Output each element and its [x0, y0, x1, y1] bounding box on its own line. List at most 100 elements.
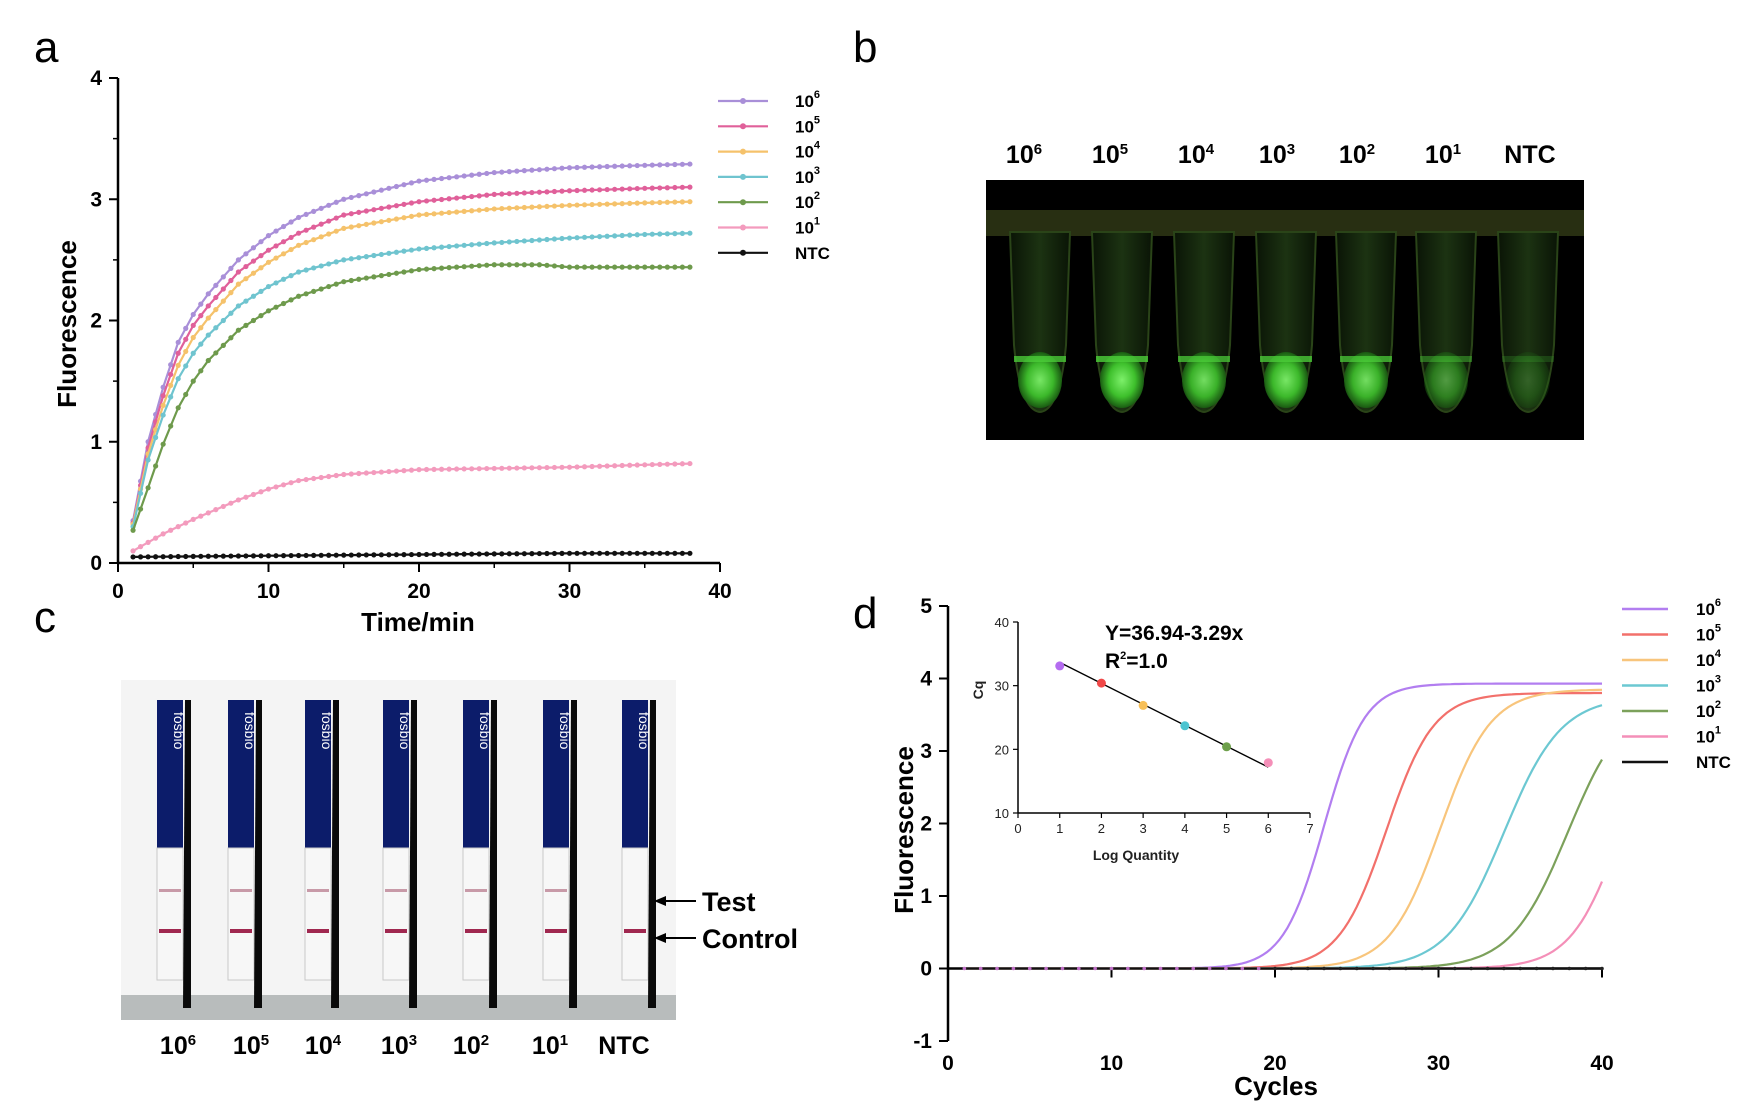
- chart-a-point: [326, 261, 332, 267]
- chart-a-point: [642, 462, 648, 468]
- chart-a-point: [356, 276, 362, 282]
- chart-d-legend-label: 103: [1696, 674, 1721, 696]
- chart-a-point: [386, 185, 392, 191]
- chart-a-point: [551, 203, 558, 209]
- chart-a-point: [476, 193, 482, 199]
- chart-d-baseline-point: [1371, 966, 1375, 971]
- strip-brand-text: fosbio: [636, 712, 652, 750]
- chart-a-point: [378, 273, 384, 279]
- chart-a-point: [484, 192, 490, 198]
- strip-lane-label: 103: [381, 1032, 417, 1060]
- strip-shadow: [648, 700, 656, 1008]
- chart-d-baseline-point: [1322, 966, 1326, 971]
- test-strip: fosbio: [156, 700, 191, 1008]
- chart-d-x-tick-label: 10: [1100, 1052, 1123, 1075]
- chart-a-point: [423, 466, 430, 473]
- tube-lane: [1254, 231, 1318, 414]
- chart-a-point: [574, 164, 580, 171]
- chart-a-point: [318, 263, 324, 269]
- chart-a-point: [627, 200, 633, 206]
- chart-a-point: [250, 491, 257, 498]
- test-strip: fosbio: [382, 700, 417, 1008]
- chart-a-point: [205, 553, 211, 559]
- strip-holder-base: [121, 995, 676, 1020]
- chart-a-legend-marker: [740, 224, 746, 231]
- chart-a-point: [642, 550, 648, 556]
- chart-a-point: [326, 202, 332, 208]
- chart-a-point: [296, 552, 302, 559]
- chart-a-point: [168, 382, 174, 388]
- chart-a-point: [476, 263, 482, 269]
- chart-a-point: [235, 257, 241, 263]
- chart-a-point: [333, 281, 339, 287]
- chart-a-point: [612, 201, 618, 207]
- chart-d-series-10e1: [964, 881, 1604, 970]
- chart-a-point: [243, 276, 249, 282]
- strip-test-line: [230, 889, 252, 892]
- inset-point: [1096, 678, 1106, 688]
- chart-d-x-tick-label: 40: [1590, 1052, 1613, 1075]
- tube-lane: [1090, 231, 1154, 414]
- chart-a-point: [333, 552, 339, 558]
- chart-d-baseline-point: [1142, 966, 1146, 971]
- chart-a-point: [228, 290, 234, 296]
- chart-a-point: [303, 552, 309, 559]
- chart-d-baseline-point: [1534, 966, 1539, 971]
- chart-a-point: [536, 167, 543, 173]
- chart-d-y-axis-label: Fluorescence: [889, 746, 919, 914]
- chart-a-point: [175, 339, 181, 345]
- chart-a-x-tick-label: 10: [257, 580, 280, 603]
- chart-a-point: [499, 551, 505, 557]
- chart-a-point: [559, 188, 565, 194]
- chart-a-point: [250, 258, 257, 264]
- chart-a-point: [423, 198, 430, 204]
- chart-a-point: [551, 166, 558, 172]
- chart-a-point: [687, 184, 693, 190]
- chart-a-point: [672, 264, 678, 270]
- chart-a-point: [627, 186, 633, 192]
- chart-a-point: [438, 265, 445, 271]
- chart-a-point: [514, 205, 520, 211]
- chart-a-point: [296, 293, 302, 299]
- chart-a-point: [326, 231, 332, 237]
- chart-a-point: [288, 246, 294, 253]
- chart-d-x-tick-label: 20: [1263, 1052, 1286, 1075]
- chart-a-point: [476, 171, 482, 177]
- strip-shadow: [183, 700, 191, 1008]
- chart-a-point: [454, 209, 460, 215]
- chart-d-baseline-point: [1109, 966, 1114, 971]
- chart-a-point: [273, 304, 279, 310]
- chart-d-legend-label: 101: [1696, 725, 1721, 747]
- chart-a-point: [672, 184, 678, 191]
- chart-a-y-tick-label: 2: [90, 310, 102, 333]
- chart-a-point: [183, 363, 189, 369]
- chart-a-point: [258, 253, 264, 259]
- chart-a-point: [371, 189, 377, 195]
- chart-a-point: [461, 194, 467, 200]
- chart-a-point: [243, 298, 249, 304]
- chart-a-point: [521, 190, 527, 196]
- chart-a-point: [378, 552, 384, 558]
- chart-a-point: [183, 391, 189, 398]
- chart-a-point: [311, 237, 317, 243]
- chart-a-point: [423, 551, 430, 558]
- chart-a-legend-marker: [740, 148, 746, 155]
- chart-a-point: [574, 202, 580, 208]
- chart-a-point: [190, 311, 196, 318]
- chart-a-point: [589, 550, 595, 556]
- chart-a-point: [408, 247, 415, 253]
- control-label: Control: [702, 924, 798, 954]
- chart-a-point: [265, 486, 272, 492]
- chart-a-point: [642, 200, 648, 206]
- chart-a-point: [228, 500, 234, 506]
- chart-a-point: [634, 264, 640, 270]
- chart-d-baseline-point: [1158, 966, 1163, 971]
- chart-a-point: [469, 208, 475, 214]
- chart-a-point: [288, 219, 294, 225]
- tube-meniscus: [1014, 356, 1066, 362]
- chart-a-point: [273, 280, 279, 286]
- chart-a-point: [205, 510, 211, 516]
- chart-a-point: [280, 251, 287, 257]
- chart-a-point: [454, 551, 460, 557]
- chart-a-point: [499, 205, 505, 212]
